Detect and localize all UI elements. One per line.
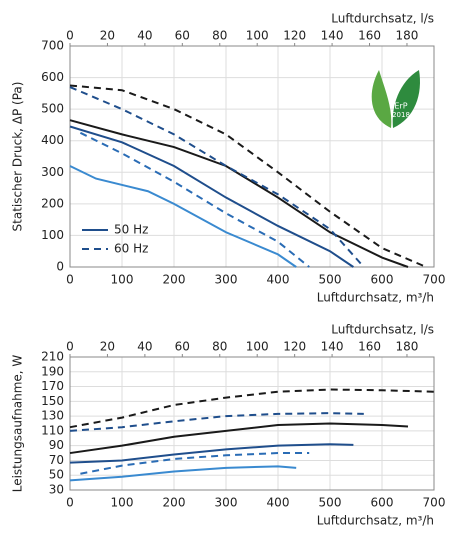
y-tick-label: 700 [41,39,64,53]
x2-axis-label: Luftdurchsatz, l/s [331,12,434,26]
series-line [69,465,297,482]
y-tick-label: 600 [41,70,64,84]
x-axis-label: Luftdurchsatz, m³/h [317,514,434,528]
series-line [80,452,310,475]
x2-tick-label: 80 [212,29,227,43]
x-tick-label: 200 [163,496,186,510]
x2-tick-label: 0 [66,340,74,354]
x2-tick-label: 120 [283,29,306,43]
y-tick-label: 0 [56,260,64,274]
x2-tick-label: 180 [396,29,419,43]
leaf [371,70,392,128]
x2-tick-label: 80 [212,340,227,354]
y-tick-label: 30 [49,483,64,497]
x2-tick-label: 60 [175,29,190,43]
x2-tick-label: 140 [321,29,344,43]
x-tick-label: 400 [267,273,290,287]
y-tick-label: 110 [41,423,64,437]
x2-tick-label: 0 [66,29,74,43]
x2-tick-label: 20 [100,29,115,43]
x-tick-label: 600 [371,496,394,510]
y-tick-label: 500 [41,102,64,116]
series-line [69,412,364,432]
y-tick-label: 130 [41,409,64,423]
y-axis-label: Leistungsaufnahme, W [11,355,25,493]
x2-tick-label: 40 [137,29,152,43]
legend-label: 60 Hz [114,242,148,256]
series-line [69,86,365,268]
y-tick-label: 190 [41,364,64,378]
y-axis-label: Statischer Druck, ΔP (Pa) [11,82,25,232]
y-tick-label: 210 [41,350,64,364]
x2-tick-label: 40 [137,340,152,354]
x2-tick-label: 180 [396,340,419,354]
x2-tick-label: 100 [246,340,269,354]
series-line [69,422,409,455]
y-tick-label: 150 [41,394,64,408]
x-tick-label: 500 [319,496,342,510]
y-tick-label: 90 [49,438,64,452]
y-tick-label: 400 [41,133,64,147]
x-tick-label: 700 [423,496,446,510]
x2-tick-label: 100 [246,29,269,43]
y-tick-label: 70 [49,453,64,467]
y-tick-label: 100 [41,228,64,242]
x-tick-label: 200 [163,273,186,287]
x-tick-label: 100 [111,496,134,510]
x2-tick-label: 60 [175,340,190,354]
x2-axis-label: Luftdurchsatz, l/s [331,323,434,337]
x2-tick-label: 120 [283,340,306,354]
series-line [69,388,435,429]
x-tick-label: 600 [371,273,394,287]
x-tick-label: 0 [66,496,74,510]
y-tick-label: 50 [49,468,64,482]
x2-tick-label: 160 [358,29,381,43]
series-line [69,119,409,268]
x2-tick-label: 20 [100,340,115,354]
x2-tick-label: 160 [358,340,381,354]
x-tick-label: 0 [66,273,74,287]
legend-label: 50 Hz [114,223,148,237]
x-tick-label: 300 [215,496,238,510]
leaf [392,70,420,128]
series-line [79,131,310,268]
series-line [69,443,354,464]
x-tick-label: 500 [319,273,342,287]
erp-badge: ErP 2018 [371,70,420,128]
plot-frame [69,356,435,491]
series-line [69,84,427,268]
series-line [69,165,297,268]
y-tick-label: 200 [41,196,64,210]
x-tick-label: 300 [215,273,238,287]
y-tick-label: 300 [41,165,64,179]
x-axis-label: Luftdurchsatz, m³/h [317,291,434,305]
x-tick-label: 700 [423,273,446,287]
x2-tick-label: 140 [321,340,344,354]
badge-text: ErP [394,102,407,111]
badge-text: 2018 [392,111,410,119]
x-tick-label: 100 [111,273,134,287]
y-tick-label: 170 [41,379,64,393]
series-line [69,125,354,268]
x-tick-label: 400 [267,496,290,510]
plot-frame [69,45,435,268]
